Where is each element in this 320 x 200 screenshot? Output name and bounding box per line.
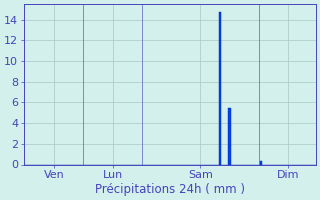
Bar — [219, 12, 221, 164]
Bar — [228, 108, 231, 164]
X-axis label: Précipitations 24h ( mm ): Précipitations 24h ( mm ) — [95, 183, 245, 196]
Bar — [260, 161, 262, 164]
